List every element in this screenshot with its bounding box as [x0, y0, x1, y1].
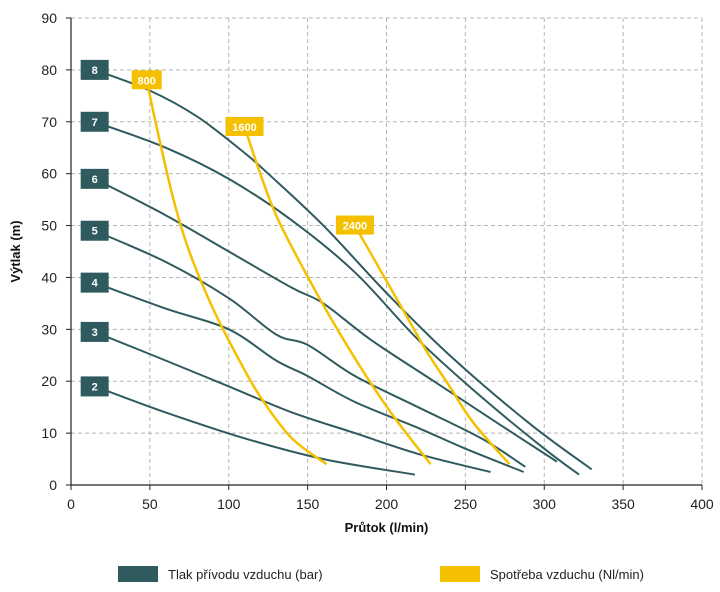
- pressure-label-3: 3: [92, 327, 98, 339]
- pressure-curve-3: [94, 330, 491, 473]
- pressure-label-5: 5: [92, 226, 98, 238]
- x-tick-label: 300: [533, 496, 557, 512]
- y-tick-label: 70: [41, 114, 57, 130]
- pressure-curve-7: [94, 120, 580, 476]
- x-tick-label: 400: [690, 496, 714, 512]
- pressure-curve-6: [94, 178, 558, 463]
- legend-item-pressure: Tlak přívodu vzduchu (bar): [118, 566, 323, 582]
- legend-swatch-pressure: [118, 566, 158, 582]
- consumption-label-box-1600: [225, 116, 264, 136]
- x-tick-label: 250: [454, 496, 478, 512]
- pressure-label-box-5: [80, 220, 109, 241]
- pressure-curve-5: [94, 229, 526, 468]
- pressure-label-8: 8: [92, 65, 98, 77]
- y-tick-label: 10: [41, 425, 57, 441]
- legend-label-consumption: Spotřeba vzduchu (Nl/min): [490, 566, 644, 582]
- pressure-label-box-2: [80, 376, 109, 397]
- pressure-label-box-7: [80, 111, 109, 132]
- pressure-label-2: 2: [92, 381, 98, 393]
- y-tick-label: 90: [41, 10, 57, 26]
- x-tick-label: 150: [296, 496, 320, 512]
- y-tick-label: 30: [41, 321, 57, 337]
- pressure-curve-4: [94, 281, 525, 473]
- consumption-curve-1600: [243, 126, 432, 465]
- consumption-label-box-2400: [335, 215, 374, 235]
- pressure-curve-8: [94, 68, 593, 471]
- consumption-curve-2400: [353, 224, 511, 466]
- consumption-curve-800: [145, 80, 328, 466]
- pressure-label-6: 6: [92, 174, 98, 186]
- y-tick-label: 40: [41, 269, 57, 285]
- legend-label-pressure: Tlak přívodu vzduchu (bar): [168, 566, 323, 582]
- pressure-label-7: 7: [92, 117, 98, 129]
- x-tick-label: 100: [217, 496, 241, 512]
- consumption-label-box-800: [131, 70, 162, 90]
- pressure-label-box-8: [80, 59, 109, 80]
- pressure-curve-2: [94, 385, 416, 476]
- x-axis-title: Průtok (l/min): [345, 520, 429, 535]
- y-tick-label: 20: [41, 373, 57, 389]
- consumption-label-800: 800: [138, 75, 156, 87]
- y-tick-label: 0: [49, 477, 57, 493]
- y-axis-title: Výtlak (m): [8, 220, 23, 282]
- pressure-label-4: 4: [92, 278, 99, 290]
- x-tick-label: 0: [67, 496, 75, 512]
- consumption-label-1600: 1600: [232, 122, 256, 134]
- x-tick-label: 50: [142, 496, 158, 512]
- consumption-label-2400: 2400: [343, 221, 367, 233]
- y-tick-label: 60: [41, 166, 57, 182]
- x-tick-label: 350: [611, 496, 635, 512]
- pressure-label-box-6: [80, 168, 109, 189]
- legend-swatch-consumption: [440, 566, 480, 582]
- legend-item-consumption: Spotřeba vzduchu (Nl/min): [440, 566, 644, 582]
- x-tick-label: 200: [375, 496, 399, 512]
- y-tick-label: 80: [41, 62, 57, 78]
- pressure-label-box-4: [80, 272, 109, 293]
- y-tick-label: 50: [41, 218, 57, 234]
- pressure-label-box-3: [80, 321, 109, 342]
